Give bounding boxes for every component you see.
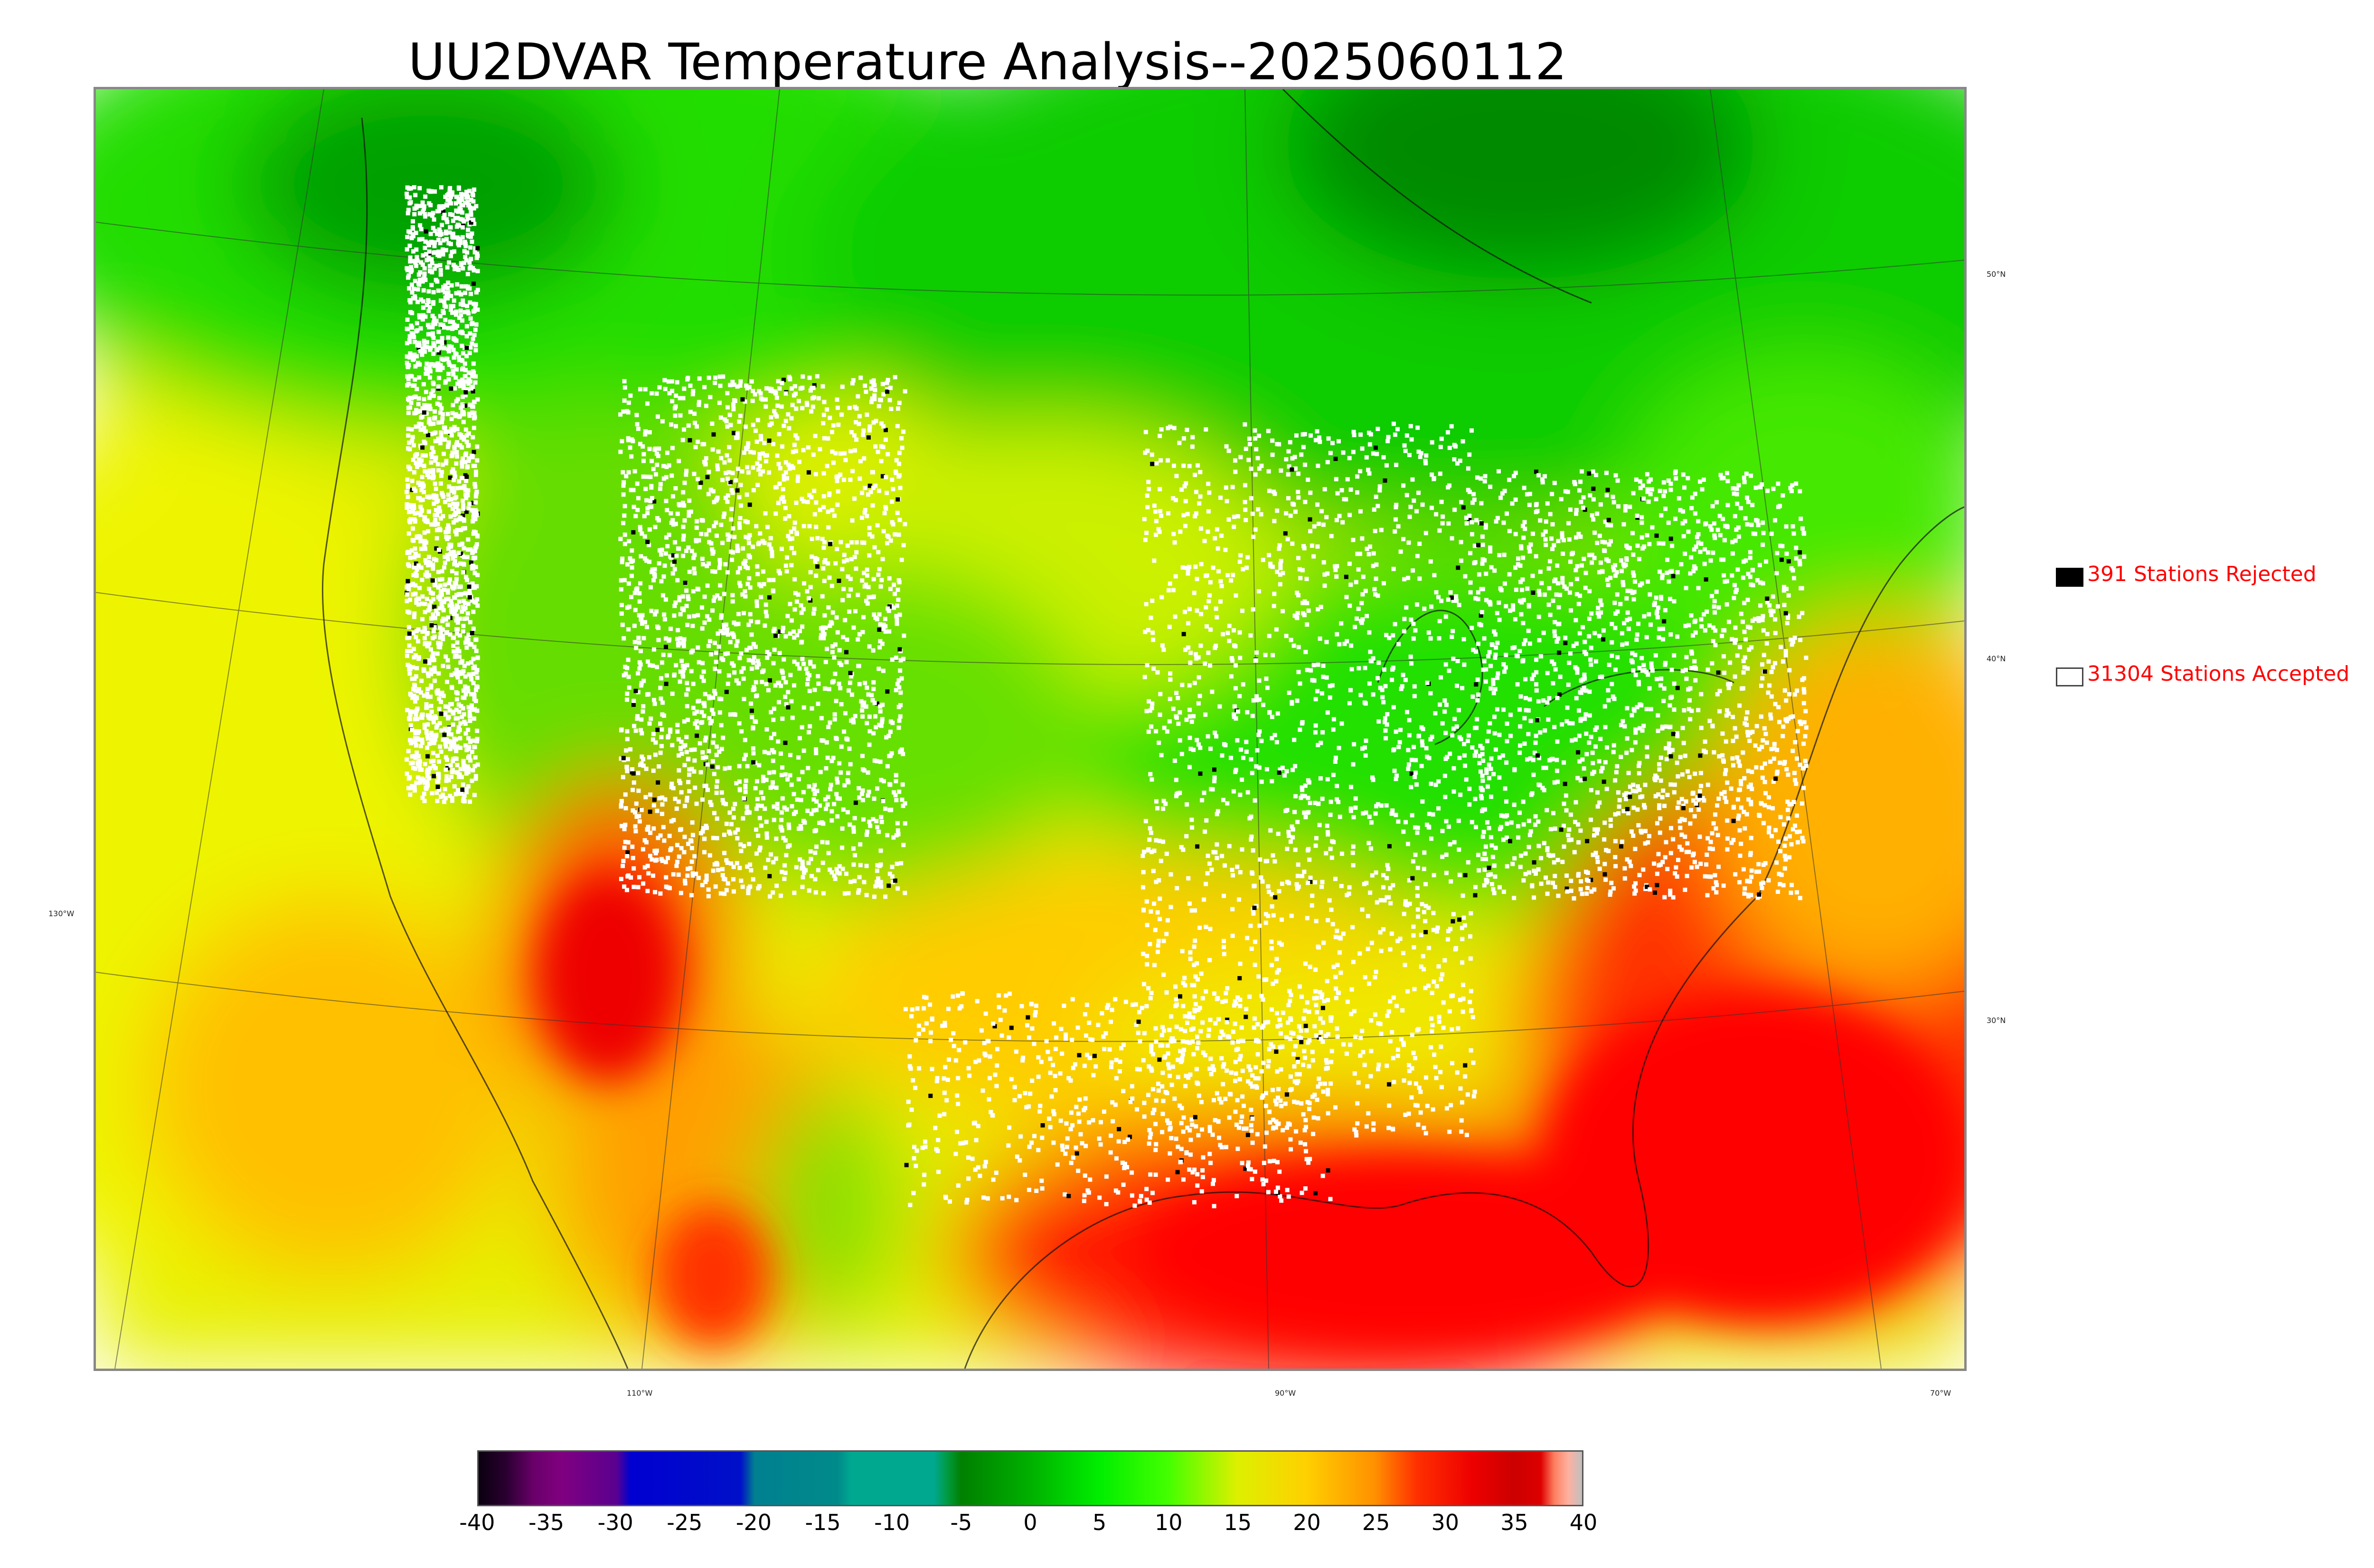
colorbar-tick-label: -5	[950, 1510, 972, 1535]
accepted-label: 31304 Stations Accepted	[2087, 662, 2350, 686]
colorbar-tick-label: -35	[528, 1510, 565, 1535]
map-title: UU2DVAR Temperature Analysis--2025060112	[408, 33, 1567, 91]
temperature-colorbar	[477, 1450, 1583, 1506]
colorbar-tick-label: -25	[667, 1510, 703, 1535]
colorbar-tick-label: 0	[1023, 1510, 1037, 1535]
colorbar-tick-label: 30	[1431, 1510, 1460, 1535]
lat-label-30n: 30°N	[1987, 1016, 2006, 1025]
colorbar-tick-label: 40	[1569, 1510, 1598, 1535]
lon-label-70w: 70°W	[1930, 1389, 1951, 1398]
temperature-field	[96, 89, 1964, 1369]
lon-label-130w: 130°W	[48, 909, 75, 918]
colorbar-tick-label: 15	[1224, 1510, 1252, 1535]
graticule	[96, 89, 1964, 1369]
colorbar-tick-label: -20	[735, 1510, 772, 1535]
temperature-map[interactable]	[94, 87, 1967, 1371]
lon-label-110w: 110°W	[627, 1389, 653, 1398]
colorbar-tick-label: 10	[1154, 1510, 1183, 1535]
colorbar-tick-label: 25	[1362, 1510, 1390, 1535]
colorbar-tick-label: -10	[874, 1510, 910, 1535]
colorbar-tick-label: -15	[805, 1510, 841, 1535]
colorbar-tick-label: 5	[1092, 1510, 1107, 1535]
rejected-swatch	[2056, 568, 2083, 587]
lat-label-50n: 50°N	[1987, 270, 2006, 279]
hot-spots	[537, 873, 1964, 1347]
colorbar-tick-label: 35	[1500, 1510, 1528, 1535]
colorbar-tick-label: -40	[459, 1510, 495, 1535]
lat-label-40n: 40°N	[1987, 654, 2006, 663]
rejected-label: 391 Stations Rejected	[2087, 562, 2317, 586]
accepted-swatch	[2056, 667, 2083, 686]
station-markers	[405, 185, 1809, 1209]
lon-label-90w: 90°W	[1275, 1389, 1296, 1398]
colorbar-tick-label: -30	[597, 1510, 633, 1535]
colorbar-tick-label: 20	[1293, 1510, 1321, 1535]
